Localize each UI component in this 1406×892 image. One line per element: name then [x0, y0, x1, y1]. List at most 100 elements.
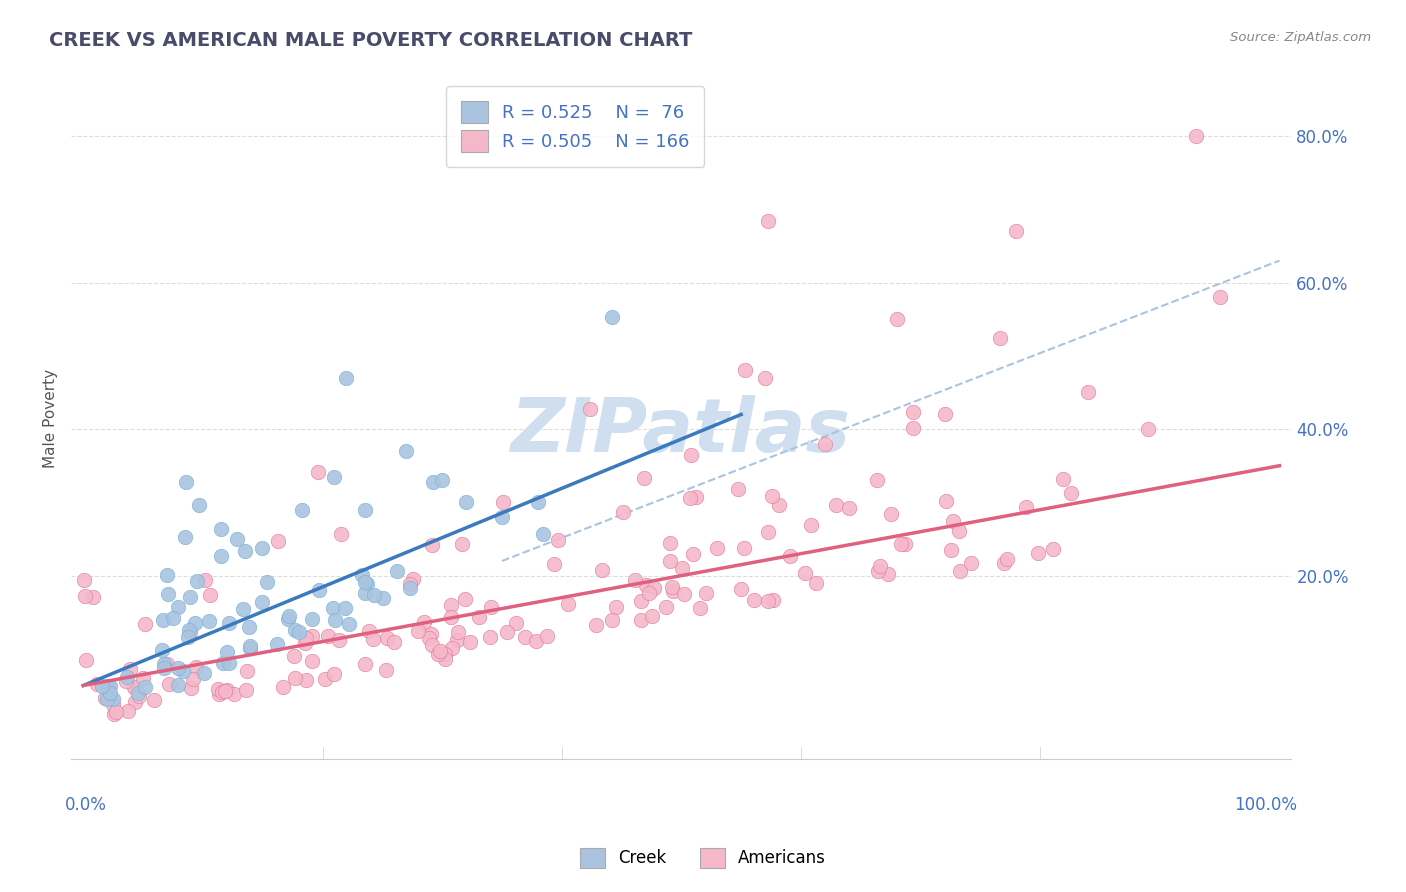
Point [1136, 422, 1159, 436]
Point [531, 527, 554, 541]
Point [122, 680, 145, 694]
Legend: Creek, Americans: Creek, Americans [574, 841, 832, 875]
Point [800, 518, 823, 533]
Point [86, 677, 108, 691]
Point [295, 673, 318, 687]
Point [630, 613, 652, 627]
Point [333, 600, 356, 615]
Point [354, 586, 377, 600]
Point [301, 629, 323, 643]
Point [814, 436, 837, 450]
Point [658, 536, 681, 550]
Point [636, 578, 658, 592]
Point [176, 630, 198, 644]
Point [120, 662, 142, 676]
Point [1042, 541, 1064, 556]
Point [322, 666, 344, 681]
Point [200, 588, 222, 602]
Point [301, 654, 323, 668]
Point [153, 661, 176, 675]
Text: 100.0%: 100.0% [1234, 797, 1298, 814]
Point [103, 692, 125, 706]
Point [948, 524, 970, 539]
Point [681, 448, 703, 462]
Point [1026, 546, 1049, 560]
Point [375, 631, 398, 645]
Point [335, 371, 357, 385]
Point [661, 583, 683, 598]
Point [284, 623, 307, 637]
Point [328, 632, 350, 647]
Point [283, 648, 305, 663]
Point [198, 614, 221, 628]
Point [218, 657, 240, 671]
Point [162, 611, 184, 625]
Point [115, 670, 138, 684]
Point [478, 630, 501, 644]
Point [1005, 224, 1028, 238]
Point [382, 634, 405, 648]
Point [232, 601, 254, 615]
Point [357, 624, 380, 639]
Point [166, 678, 188, 692]
Point [208, 687, 231, 701]
Point [188, 498, 211, 512]
Point [513, 630, 536, 644]
Point [1052, 472, 1074, 486]
Point [600, 613, 623, 627]
Point [374, 663, 396, 677]
Point [793, 566, 815, 581]
Point [754, 371, 776, 385]
Point [605, 599, 627, 614]
Point [866, 473, 889, 487]
Point [156, 568, 179, 582]
Point [1015, 500, 1038, 514]
Point [322, 469, 344, 483]
Point [768, 499, 790, 513]
Point [505, 616, 527, 631]
Point [894, 537, 917, 551]
Point [115, 673, 138, 688]
Point [104, 705, 127, 719]
Text: CREEK VS AMERICAN MALE POVERTY CORRELATION CHART: CREEK VS AMERICAN MALE POVERTY CORRELATI… [49, 31, 693, 50]
Point [678, 491, 700, 506]
Point [901, 420, 924, 434]
Point [167, 599, 190, 614]
Point [193, 665, 215, 680]
Point [402, 572, 425, 586]
Legend: R = 0.525    N =  76, R = 0.505    N = 166: R = 0.525 N = 76, R = 0.505 N = 166 [446, 87, 704, 167]
Point [98, 685, 121, 699]
Y-axis label: Male Poverty: Male Poverty [44, 368, 58, 467]
Point [124, 681, 146, 696]
Point [706, 541, 728, 555]
Point [412, 615, 434, 629]
Point [316, 629, 339, 643]
Point [214, 683, 236, 698]
Point [194, 574, 217, 588]
Point [354, 574, 377, 589]
Point [134, 680, 156, 694]
Point [284, 671, 307, 685]
Point [685, 490, 707, 504]
Point [591, 563, 613, 577]
Point [124, 695, 146, 709]
Point [869, 559, 891, 574]
Point [557, 597, 579, 611]
Point [96, 691, 118, 706]
Point [266, 637, 288, 651]
Point [322, 600, 344, 615]
Point [491, 510, 513, 524]
Point [429, 644, 451, 658]
Point [643, 581, 665, 595]
Point [458, 634, 481, 648]
Text: ZIPatlas: ZIPatlas [512, 395, 852, 468]
Point [756, 593, 779, 607]
Point [682, 547, 704, 561]
Point [239, 640, 262, 654]
Point [211, 685, 233, 699]
Point [167, 661, 190, 675]
Point [314, 672, 336, 686]
Point [239, 640, 262, 655]
Point [495, 624, 517, 639]
Point [97, 691, 120, 706]
